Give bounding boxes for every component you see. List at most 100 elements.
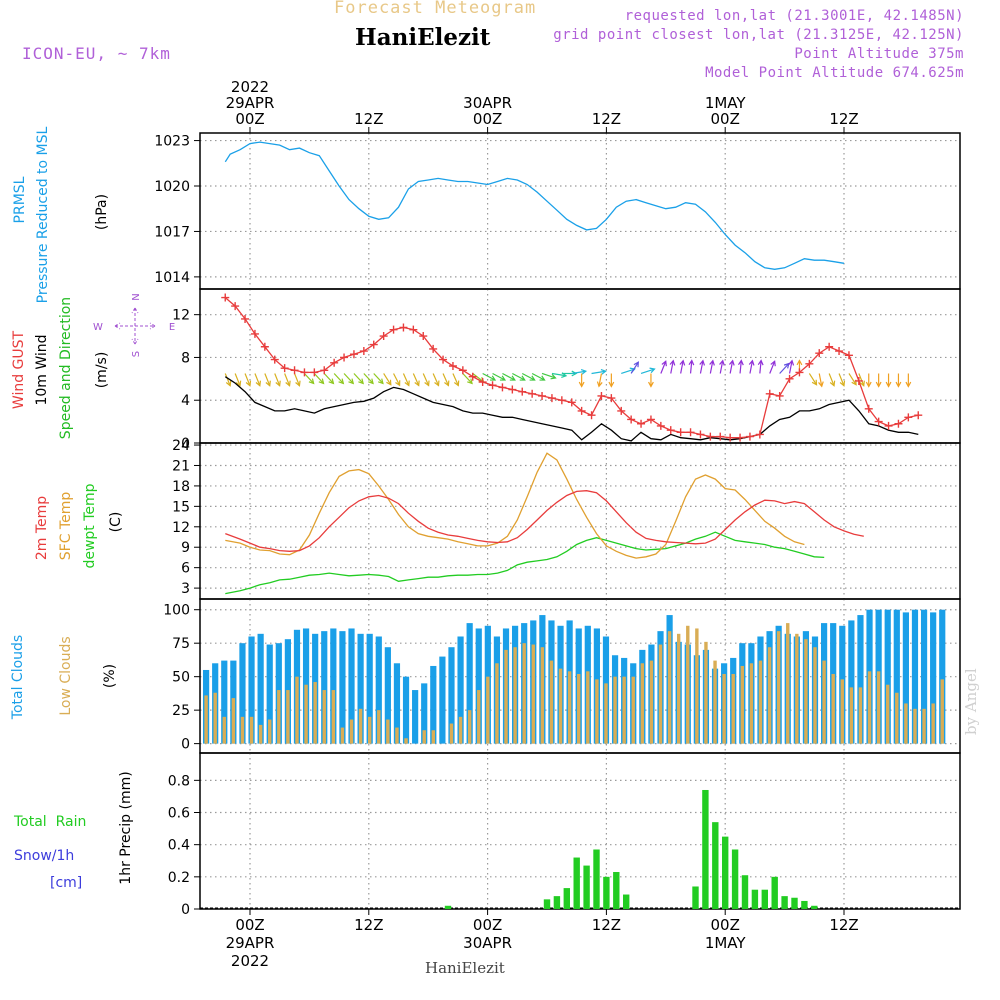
panel-pressure: 1014 1017 1020 1023 bbox=[154, 132, 961, 290]
temp-unit: (C) bbox=[108, 512, 124, 533]
gust-marker bbox=[290, 366, 299, 375]
arrow-shaft bbox=[598, 373, 603, 387]
wind-direction-arrow bbox=[304, 373, 315, 385]
gust-marker bbox=[656, 421, 665, 430]
wind-direction-arrow bbox=[788, 359, 795, 374]
gust-marker bbox=[567, 398, 576, 407]
wind-direction-arrow bbox=[885, 373, 892, 388]
wind-direction-arrow bbox=[688, 359, 695, 374]
wind-direction-arrow bbox=[512, 372, 526, 381]
arrow-shaft bbox=[234, 373, 241, 386]
total-cloud-bar bbox=[466, 623, 473, 744]
arrow-head bbox=[596, 381, 603, 388]
x-tick-label: 12Z bbox=[354, 916, 383, 934]
low-cloud-bar bbox=[377, 710, 381, 744]
wind-direction-arrow bbox=[669, 359, 676, 374]
gust-marker bbox=[478, 378, 487, 387]
snow-label: Snow/1h bbox=[14, 848, 74, 864]
arrow-shaft bbox=[719, 360, 724, 374]
low-cloud-bar bbox=[349, 719, 354, 744]
low-cloud-bar bbox=[577, 673, 581, 744]
rain-bar bbox=[751, 889, 759, 909]
wind-direction-arrow bbox=[393, 373, 401, 387]
rain-bar bbox=[563, 888, 570, 909]
wind-direction-arrow bbox=[679, 359, 686, 374]
arrow-head bbox=[580, 368, 588, 375]
y-tick-label: 1020 bbox=[154, 179, 190, 195]
sfc-temp-label: SFC Temp bbox=[58, 492, 74, 561]
gust-marker bbox=[389, 325, 398, 334]
low-cloud-bar bbox=[495, 663, 499, 744]
low-cloud-bar bbox=[513, 647, 517, 744]
rain-bar bbox=[801, 900, 808, 909]
rain-bar bbox=[623, 894, 630, 909]
rain-bar bbox=[722, 836, 729, 909]
wind-direction-arrow bbox=[728, 359, 735, 374]
y-tick-label: 75 bbox=[172, 636, 190, 652]
rain-bar bbox=[702, 789, 709, 909]
gust-marker bbox=[795, 368, 804, 377]
arrow-shaft bbox=[422, 373, 430, 386]
wind-direction-arrow bbox=[363, 373, 374, 385]
arrow-shaft bbox=[729, 360, 734, 374]
low-cloud-bar bbox=[867, 671, 872, 744]
arrow-shaft bbox=[521, 372, 535, 381]
y-tick-label: 21 bbox=[172, 458, 190, 474]
arrow-head bbox=[905, 381, 912, 388]
low-cloud-bar bbox=[277, 690, 281, 744]
total-cloud-bar bbox=[893, 609, 900, 744]
wind-direction-arrow bbox=[818, 373, 824, 388]
low-cloud-bar bbox=[795, 633, 799, 744]
arrow-shaft bbox=[818, 373, 823, 387]
arrow-head bbox=[600, 368, 607, 375]
total-cloud-bar bbox=[321, 631, 328, 744]
y-tick-label: 12 bbox=[172, 520, 190, 536]
arrow-head bbox=[467, 378, 473, 385]
arrow-head bbox=[404, 380, 410, 387]
low-cloud-bar bbox=[222, 716, 226, 744]
low-cloud-bar bbox=[758, 660, 763, 744]
wind-direction-arrow bbox=[905, 373, 912, 388]
y-tick-label: 1014 bbox=[154, 270, 190, 286]
wind-direction-arrow bbox=[591, 368, 607, 375]
low-cloud-bar bbox=[395, 727, 399, 744]
arrow-shaft bbox=[363, 373, 374, 384]
rain-bar bbox=[771, 876, 778, 909]
arrow-head bbox=[578, 381, 585, 388]
gust-marker bbox=[250, 329, 259, 338]
arrow-head bbox=[770, 360, 776, 367]
station-title: HaniElezit bbox=[355, 24, 491, 51]
low-cloud-bar bbox=[613, 676, 617, 744]
wind-direction-arrow bbox=[343, 373, 355, 385]
low-cloud-bar bbox=[695, 628, 699, 744]
arrow-head bbox=[865, 381, 872, 388]
arrow-head bbox=[571, 370, 578, 377]
arrow-shaft bbox=[304, 373, 315, 384]
pressure-label-title: Pressure Reduced to MSL bbox=[35, 126, 51, 303]
low-cloud-bar bbox=[876, 671, 881, 744]
wind-direction-arrow bbox=[769, 360, 776, 374]
gust-marker bbox=[359, 347, 368, 356]
low-cloud-bar bbox=[449, 723, 454, 744]
gust-marker bbox=[745, 432, 754, 441]
gust-marker bbox=[369, 340, 378, 349]
gust-marker bbox=[696, 430, 705, 439]
gust-marker bbox=[310, 368, 319, 377]
x-tick-label: 00Z bbox=[235, 110, 264, 128]
x-tick-label: 2022 bbox=[231, 952, 269, 970]
y-tick-label: 0.8 bbox=[168, 773, 190, 789]
x-tick-label: 1MAY bbox=[705, 934, 747, 952]
arrow-shaft bbox=[739, 360, 742, 374]
gust-marker bbox=[349, 350, 358, 359]
arrow-head bbox=[783, 362, 790, 369]
arrow-shaft bbox=[472, 373, 485, 383]
compass-n: N bbox=[131, 293, 142, 300]
arrow-shaft bbox=[383, 373, 392, 386]
gust-marker bbox=[914, 411, 923, 420]
arrow-shaft bbox=[442, 373, 449, 386]
low-cloud-bar bbox=[249, 716, 254, 744]
arrow-shaft bbox=[244, 373, 251, 386]
wind-direction-arrow bbox=[284, 373, 291, 387]
y-tick-label: 6 bbox=[181, 561, 190, 577]
low-cloud-bar bbox=[931, 703, 935, 744]
